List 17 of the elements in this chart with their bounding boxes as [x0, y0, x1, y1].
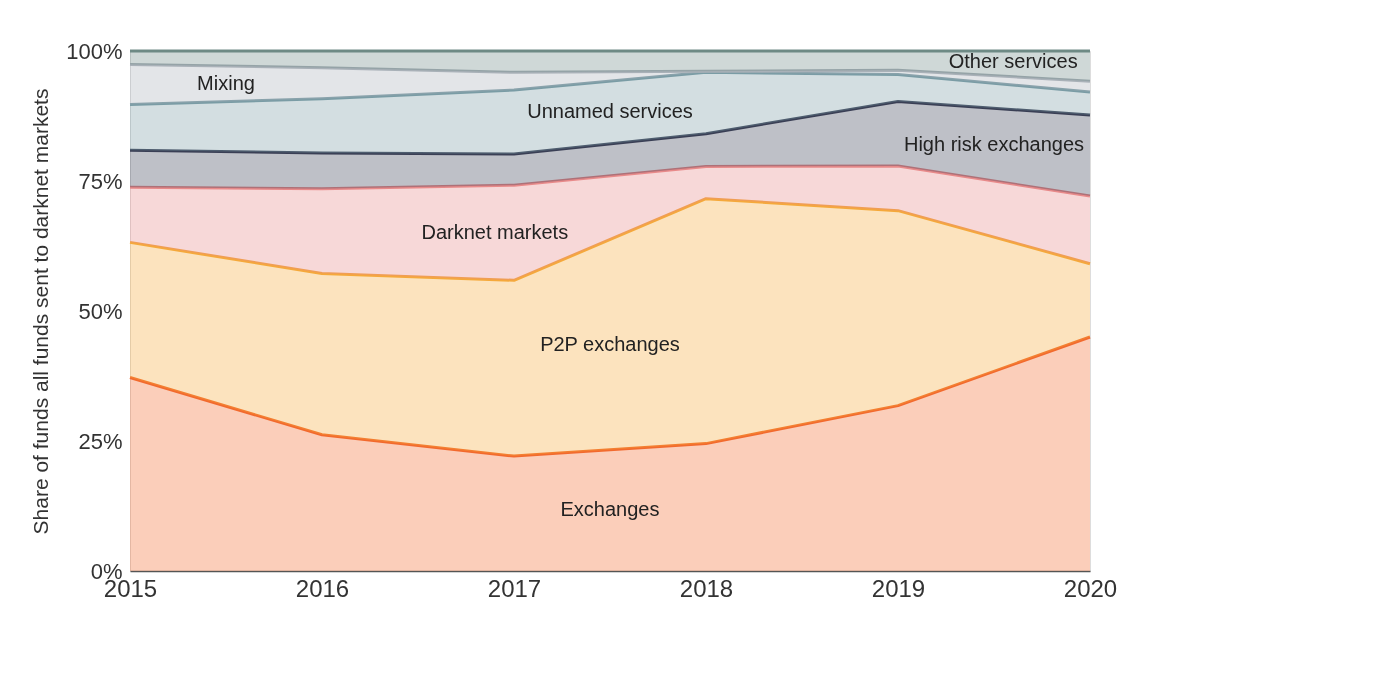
- series-label: Mixing: [197, 71, 255, 94]
- x-tick-label: 2020: [1063, 574, 1118, 602]
- series-label: Other services: [948, 49, 1078, 72]
- x-tick-label: 2019: [871, 574, 926, 602]
- series-label: Darknet markets: [421, 220, 569, 243]
- y-axis-title: Share of funds all funds sent to darknet markets: [29, 88, 53, 535]
- y-tick-label: 25%: [78, 428, 123, 454]
- y-tick-label: 100%: [66, 38, 123, 64]
- x-tick-label: 2017: [487, 574, 542, 602]
- y-tick-label: 75%: [78, 168, 123, 194]
- series-label: High risk exchanges: [903, 132, 1085, 155]
- series-label: Unnamed services: [527, 100, 693, 123]
- y-tick-label: 50%: [78, 298, 123, 324]
- series-label: Exchanges: [560, 498, 660, 521]
- x-tick-label: 2016: [295, 574, 350, 602]
- x-tick-label: 2018: [679, 574, 734, 602]
- series-label: P2P exchanges: [540, 332, 680, 355]
